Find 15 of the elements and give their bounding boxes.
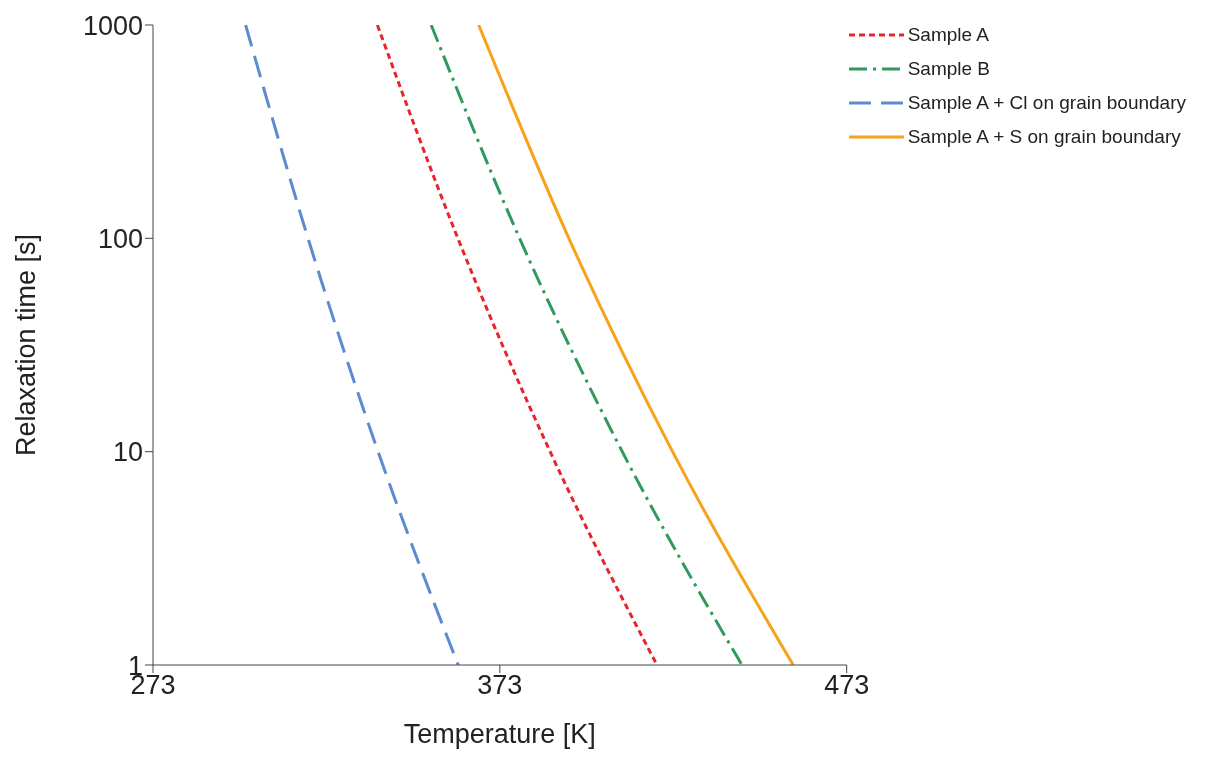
- x-axis-title: Temperature [K]: [403, 719, 596, 749]
- line-series: [375, 25, 659, 665]
- line-series: [244, 25, 460, 665]
- y-axis-title: Relaxation time [s]: [10, 233, 41, 457]
- y-tick-label: 1000: [82, 10, 143, 41]
- line-series: [429, 25, 744, 665]
- legend-label: Sample B: [907, 58, 991, 80]
- legend-label: Sample A: [907, 24, 989, 46]
- line-series: [477, 25, 795, 665]
- legend-label: Sample A + S on grain boundary: [907, 126, 1181, 148]
- x-tick-label: 373: [477, 670, 523, 701]
- y-tick-label: 100: [97, 223, 143, 254]
- y-tick-label: 10: [112, 437, 143, 468]
- x-tick-label: 473: [824, 670, 870, 701]
- legend-label: Sample A + Cl on grain boundary: [907, 92, 1186, 114]
